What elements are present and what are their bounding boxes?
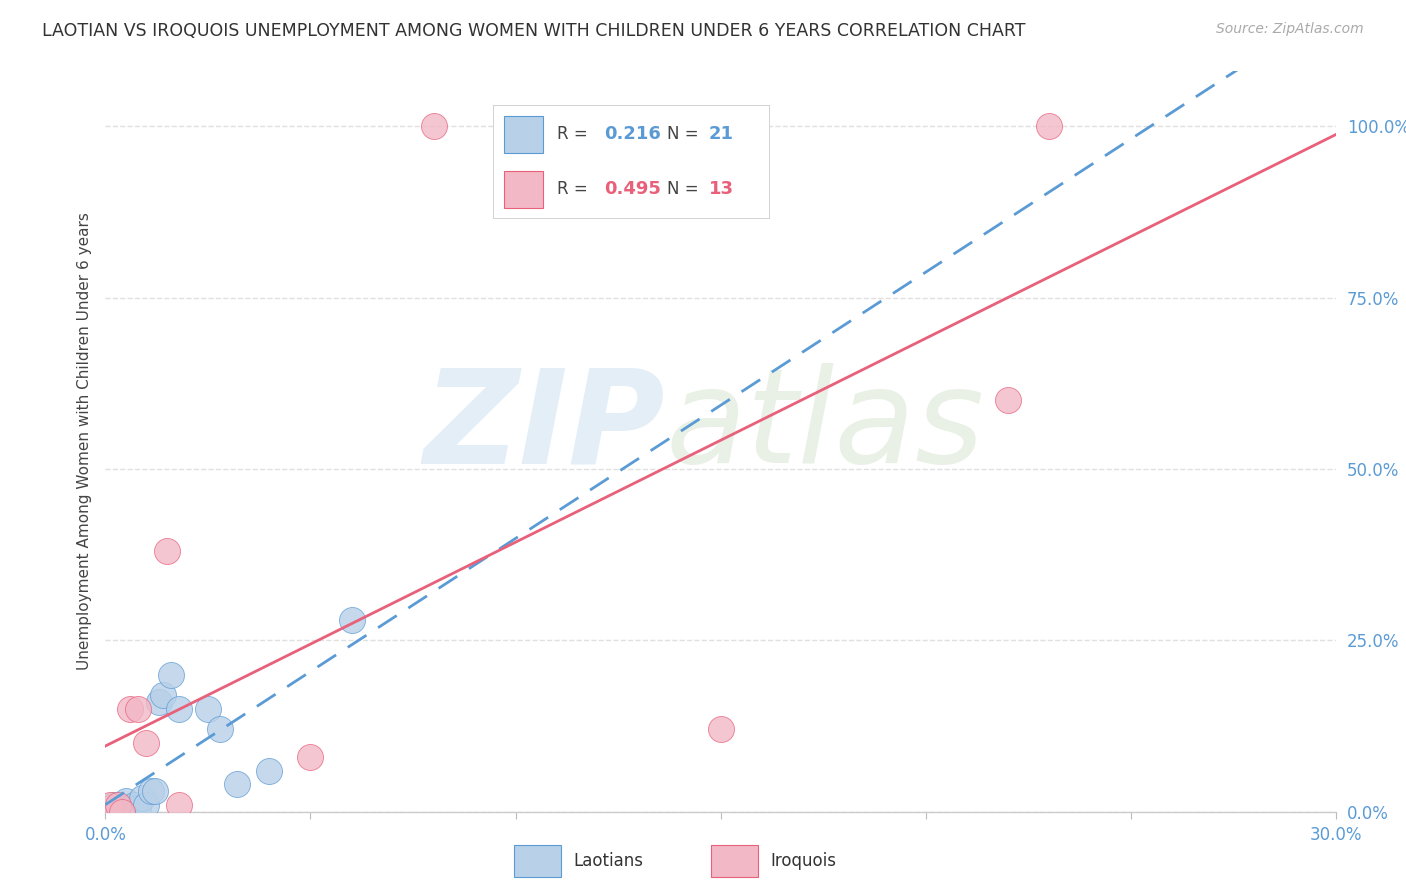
Text: LAOTIAN VS IROQUOIS UNEMPLOYMENT AMONG WOMEN WITH CHILDREN UNDER 6 YEARS CORRELA: LAOTIAN VS IROQUOIS UNEMPLOYMENT AMONG W…	[42, 22, 1026, 40]
Point	[98, 797, 121, 812]
Text: Iroquois: Iroquois	[770, 852, 837, 870]
Point	[299, 750, 322, 764]
Point	[127, 702, 149, 716]
Point	[111, 805, 134, 819]
Point	[197, 702, 219, 716]
Text: ZIP: ZIP	[423, 363, 665, 491]
Point	[160, 667, 183, 681]
Point	[107, 805, 129, 819]
Point	[115, 794, 138, 808]
Point	[107, 797, 129, 812]
Point	[135, 736, 157, 750]
Point	[98, 801, 121, 815]
Point	[148, 695, 170, 709]
Point	[103, 797, 125, 812]
Point	[422, 119, 444, 133]
Point	[169, 702, 191, 716]
Point	[111, 801, 134, 815]
Point	[135, 797, 157, 812]
Point	[169, 797, 191, 812]
Point	[120, 801, 141, 815]
Y-axis label: Unemployment Among Women with Children Under 6 years: Unemployment Among Women with Children U…	[76, 212, 91, 671]
Point	[143, 784, 166, 798]
Text: atlas: atlas	[665, 363, 984, 491]
Point	[139, 784, 162, 798]
Point	[122, 797, 145, 812]
Text: Laotians: Laotians	[574, 852, 643, 870]
FancyBboxPatch shape	[515, 845, 561, 877]
Point	[997, 393, 1019, 408]
Text: Source: ZipAtlas.com: Source: ZipAtlas.com	[1216, 22, 1364, 37]
Point	[340, 613, 363, 627]
Point	[131, 791, 153, 805]
Point	[259, 764, 281, 778]
Point	[156, 544, 179, 558]
Point	[225, 777, 247, 791]
Point	[127, 801, 149, 815]
Point	[1038, 119, 1060, 133]
Point	[710, 723, 733, 737]
Point	[120, 702, 141, 716]
FancyBboxPatch shape	[711, 845, 758, 877]
Point	[152, 688, 174, 702]
Point	[209, 723, 232, 737]
